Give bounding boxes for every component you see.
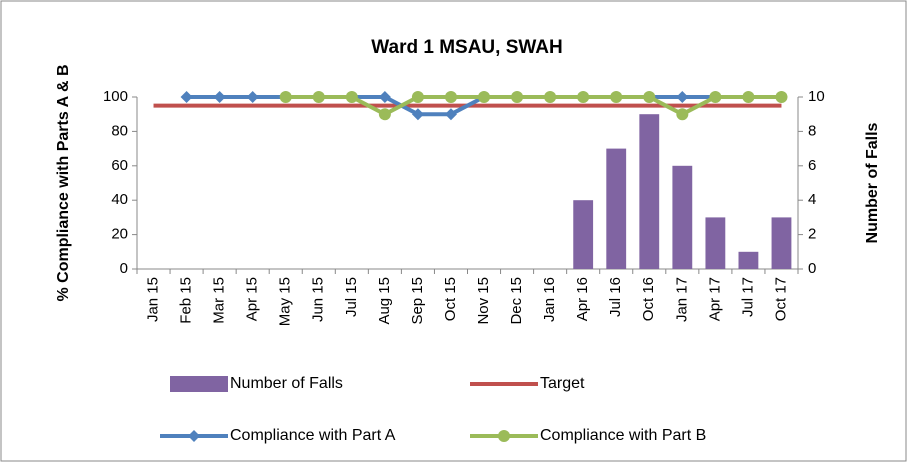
x-tick-label: Sep 15 [409, 277, 426, 325]
circle-marker [709, 91, 722, 103]
x-tick-label: Jun 15 [310, 277, 327, 322]
legend-label: Compliance with Part A [230, 427, 396, 444]
circle-marker [444, 91, 457, 103]
x-tick-label: Oct 17 [772, 277, 789, 321]
x-tick-label: Jan 15 [144, 277, 161, 322]
x-tick-label: Jul 15 [343, 277, 360, 317]
diamond-marker [444, 108, 457, 121]
y2-tick-label: 0 [808, 260, 816, 277]
y2-tick-label: 4 [808, 191, 816, 208]
y-tick-label: 60 [111, 157, 128, 174]
y2-tick-label: 10 [808, 88, 825, 105]
x-tick-label: Jul 16 [607, 277, 624, 317]
x-tick-label: Apr 16 [574, 277, 591, 321]
series-line [285, 95, 782, 117]
y2-tick-label: 2 [808, 226, 816, 243]
y-tick-label: 80 [111, 122, 128, 139]
x-tick-label: Apr 17 [706, 277, 723, 321]
x-tick-label: Oct 16 [640, 277, 657, 321]
circle-marker [610, 91, 623, 103]
diamond-marker [378, 91, 391, 103]
y-tick-label: 100 [103, 88, 128, 105]
circle-marker [742, 91, 755, 103]
chart-title: Ward 1 MSAU, SWAH [371, 37, 562, 58]
legend-marker [498, 430, 510, 442]
y-axis-title: % Compliance with Parts A & B [55, 64, 72, 301]
circle-marker [279, 91, 292, 103]
x-tick-label: Dec 15 [508, 277, 525, 325]
y2-tick-label: 8 [808, 122, 816, 139]
diamond-marker [411, 108, 424, 121]
bar [573, 200, 594, 269]
bar [639, 114, 660, 269]
circle-marker [544, 91, 557, 103]
circle-marker [312, 91, 325, 103]
legend-swatch [170, 376, 228, 392]
bar [705, 217, 726, 269]
circle-marker [478, 91, 491, 103]
x-tick-label: Jan 16 [541, 277, 558, 322]
legend-marker [188, 430, 200, 442]
diamond-marker [246, 91, 259, 103]
circle-marker [411, 91, 424, 103]
circle-marker [577, 91, 590, 103]
y-tick-label: 0 [120, 260, 128, 277]
bar [606, 148, 627, 269]
x-tick-label: Aug 15 [376, 277, 393, 325]
bar [738, 251, 759, 269]
diamond-marker [180, 91, 193, 103]
diamond-marker [213, 91, 226, 103]
legend-label: Compliance with Part B [540, 427, 706, 444]
circle-marker [378, 108, 391, 121]
circle-marker [511, 91, 524, 103]
y-tick-label: 20 [111, 226, 128, 243]
bar [672, 165, 693, 269]
circle-marker [775, 91, 788, 103]
circle-marker [643, 91, 656, 103]
x-tick-label: May 15 [277, 277, 294, 326]
circle-marker [676, 108, 689, 121]
x-tick-label: Feb 15 [178, 277, 195, 324]
x-tick-label: Nov 15 [475, 277, 492, 325]
bar [771, 217, 792, 269]
x-tick-label: Jan 17 [673, 277, 690, 322]
x-tick-label: Jul 17 [739, 277, 756, 317]
legend-label: Target [540, 375, 585, 392]
y2-axis-title: Number of Falls [864, 122, 881, 243]
y2-tick-label: 6 [808, 157, 816, 174]
circle-marker [345, 91, 358, 103]
legend-label: Number of Falls [230, 375, 343, 392]
y-tick-label: 40 [111, 191, 128, 208]
x-tick-label: Mar 15 [211, 277, 228, 324]
x-tick-label: Apr 15 [244, 277, 261, 321]
diamond-marker [676, 91, 689, 103]
x-tick-label: Oct 15 [442, 277, 459, 321]
